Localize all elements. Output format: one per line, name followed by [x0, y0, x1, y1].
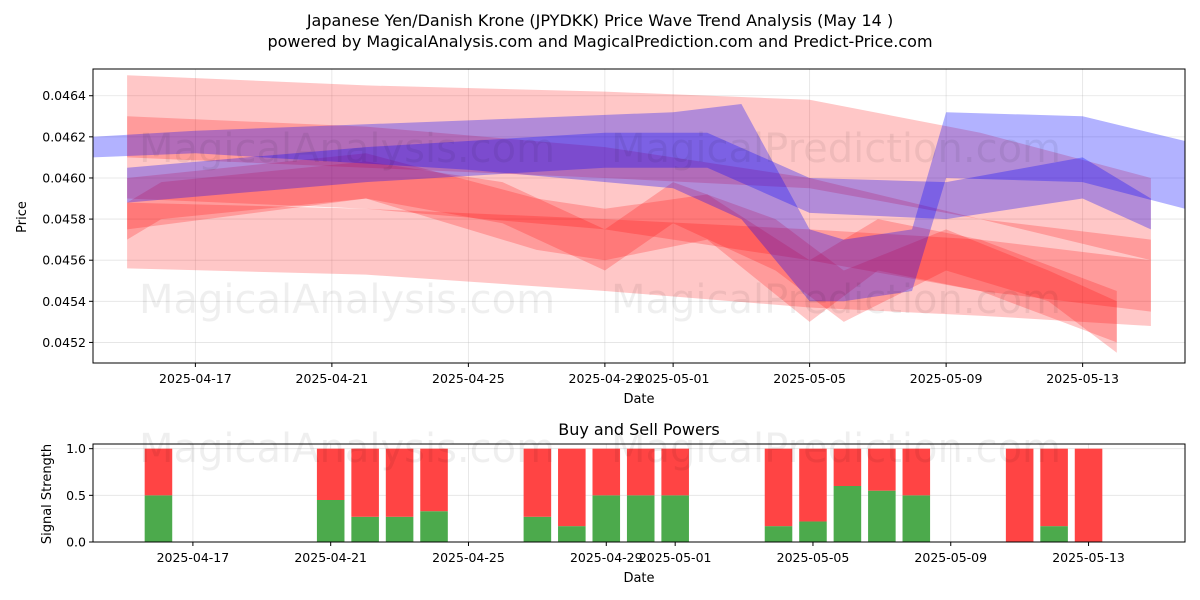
- watermark-analysis-bottom: MagicalAnalysis.com: [139, 277, 555, 323]
- power-plot-frame: [92, 443, 1186, 543]
- power-x-axis-label: Date: [623, 571, 654, 586]
- power-y-tick-label: 0.5: [66, 488, 86, 503]
- wave-band-3: [127, 202, 1151, 326]
- main-y-tick-label: 0.0456: [42, 253, 86, 268]
- power-x-tick-label: 2025-04-17: [157, 550, 230, 565]
- power-x-tick-label: 2025-05-05: [777, 550, 850, 565]
- buy-power-bar: [592, 495, 621, 542]
- buy-power-bar: [420, 511, 448, 542]
- wave-band-4: [127, 161, 1117, 353]
- main-x-tick-label: 2025-04-17: [159, 371, 232, 386]
- buy-power-bar: [316, 500, 345, 542]
- main-y-tick-label: 0.0462: [42, 129, 86, 144]
- main-x-tick-label: 2025-04-21: [296, 371, 369, 386]
- sell-power-bar: [902, 448, 931, 496]
- power-y-tick-label: 0.0: [66, 535, 86, 550]
- buy-power-bar: [868, 490, 896, 542]
- wave-band-6: [93, 104, 1185, 302]
- main-y-axis-label: Price: [15, 201, 30, 233]
- main-x-tick-label: 2025-04-29: [569, 371, 642, 386]
- main-x-tick-label: 2025-05-09: [910, 371, 983, 386]
- main-y-tick-label: 0.0458: [42, 212, 86, 227]
- power-y-tick-label: 1.0: [66, 441, 86, 456]
- watermark-analysis-power: MagicalAnalysis.com: [139, 426, 555, 472]
- sell-power-bar: [1074, 448, 1103, 542]
- buy-power-bar: [661, 495, 689, 542]
- main-subtitle: powered by MagicalAnalysis.com and Magic…: [267, 32, 932, 51]
- sell-power-bar: [626, 448, 655, 496]
- sell-power-bar: [764, 448, 793, 527]
- main-y-tick-label: 0.0464: [42, 88, 86, 103]
- sell-power-bar: [420, 448, 448, 512]
- sell-power-bar: [385, 448, 414, 517]
- buy-power-bar: [523, 516, 552, 542]
- main-y-tick-label: 0.0452: [42, 335, 86, 350]
- main-x-tick-label: 2025-05-05: [773, 371, 846, 386]
- buy-power-bar: [764, 526, 793, 542]
- sell-power-bar: [558, 448, 586, 527]
- power-y-axis-label: Signal Strength: [40, 444, 55, 544]
- buy-power-bar: [558, 526, 586, 542]
- sell-power-bar: [1040, 448, 1068, 527]
- main-x-tick-label: 2025-04-25: [432, 371, 505, 386]
- main-plot-frame: [92, 68, 1186, 364]
- power-title: Buy and Sell Powers: [558, 420, 720, 439]
- buy-power-bar: [385, 516, 414, 542]
- buy-power-bar: [902, 495, 931, 542]
- wave-band-5: [127, 153, 1117, 343]
- power-x-tick-label: 2025-05-09: [914, 550, 987, 565]
- wave-band-7: [127, 132, 1151, 230]
- main-y-tick-label: 0.0454: [42, 294, 86, 309]
- sell-power-bar: [868, 448, 896, 491]
- sell-power-bar: [316, 448, 345, 500]
- buy-power-bar: [1040, 526, 1068, 542]
- wave-band-2: [127, 116, 1151, 312]
- buy-power-bar: [144, 495, 173, 542]
- main-plot-area: [93, 69, 1185, 363]
- sell-power-bar: [592, 448, 621, 496]
- sell-power-bar: [833, 448, 862, 486]
- watermark-analysis-top: MagicalAnalysis.com: [139, 126, 555, 172]
- buy-power-bar: [351, 516, 379, 542]
- sell-power-bar: [661, 448, 689, 496]
- wave-band-1: [127, 75, 1151, 261]
- sell-power-bar: [144, 448, 173, 496]
- watermark-prediction-top: MagicalPrediction.com: [611, 126, 1061, 172]
- buy-power-bar: [626, 495, 655, 542]
- power-x-tick-label: 2025-05-13: [1052, 550, 1125, 565]
- main-x-axis-label: Date: [623, 392, 654, 407]
- main-y-tick-label: 0.0460: [42, 170, 86, 185]
- buy-power-bar: [833, 486, 862, 542]
- buy-sell-power-plot: 2025-04-17 2025-04-21 2025-04-25 2025-04-29…: [66, 441, 1186, 565]
- main-x-tick-label: 2025-05-13: [1046, 371, 1119, 386]
- sell-power-bar: [1005, 448, 1034, 542]
- power-x-tick-label: 2025-04-29: [570, 550, 643, 565]
- buy-power-bar: [799, 521, 827, 542]
- power-x-tick-label: 2025-05-01: [639, 550, 712, 565]
- main-x-tick-label: 2025-05-01: [637, 371, 710, 386]
- power-x-tick-label: 2025-04-21: [294, 550, 367, 565]
- watermark-prediction-bottom: MagicalPrediction.com: [611, 277, 1061, 323]
- sell-power-bar: [799, 448, 827, 522]
- sell-power-bar: [351, 448, 379, 517]
- watermark-prediction-power: MagicalPrediction.com: [611, 426, 1061, 472]
- main-title: Japanese Yen/Danish Krone (JPYDKK) Price…: [306, 11, 893, 30]
- price-wave-plot: 2025-04-17 2025-04-21 2025-04-25 2025-04-29…: [42, 68, 1186, 386]
- sell-power-bar: [523, 448, 552, 517]
- power-x-tick-label: 2025-04-25: [432, 550, 505, 565]
